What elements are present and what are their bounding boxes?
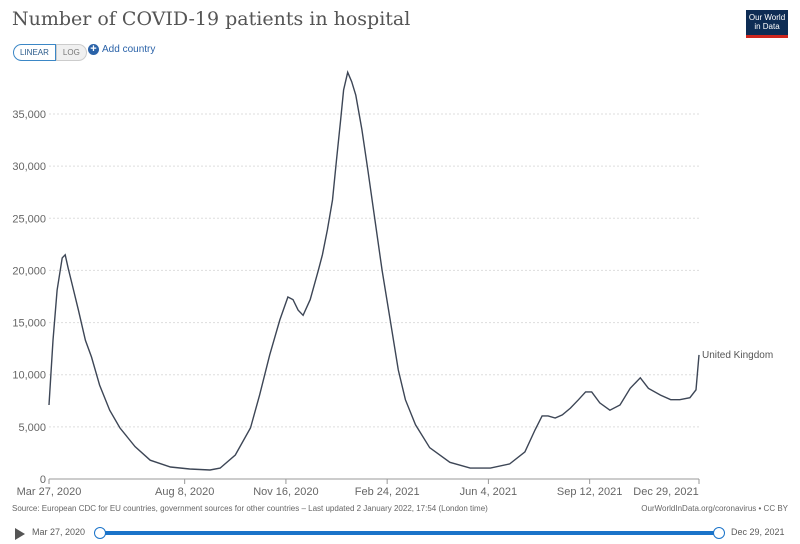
timeline-start: Mar 27, 2020 [32, 527, 86, 537]
y-tick-label: 10,000 [12, 370, 46, 382]
scale-toggle[interactable]: LINEAR LOG [13, 44, 87, 61]
line-chart: 0 5,000 10,000 15,000 20,000 25,000 30,000 35,0… [12, 70, 773, 498]
play-icon[interactable] [15, 528, 25, 540]
x-tick-label: Dec 29, 2021 [633, 486, 698, 498]
plus-circle-icon: + [88, 44, 99, 55]
y-tick-label: 15,000 [12, 318, 46, 330]
series-label: United Kingdom [702, 350, 773, 361]
series-line-united-kingdom [48, 70, 700, 471]
timeline-start-handle[interactable] [94, 527, 106, 539]
x-tick-label: Sep 12, 2021 [557, 486, 622, 498]
y-tick-label: 35,000 [12, 109, 46, 121]
y-tick-label: 5,000 [18, 422, 46, 434]
timeline-track[interactable] [99, 531, 719, 535]
y-tick-label: 30,000 [12, 161, 46, 173]
x-tick-label: Feb 24, 2021 [355, 486, 420, 498]
add-country-button[interactable]: + Add country [88, 44, 155, 55]
chart-title: Number of COVID-19 patients in hospital [12, 8, 411, 30]
timeline-end: Dec 29, 2021 [731, 527, 785, 537]
x-tick-label: Aug 8, 2020 [155, 486, 214, 498]
y-tick-label: 0 [40, 474, 46, 486]
y-tick-label: 20,000 [12, 265, 46, 277]
owid-logo[interactable]: Our World in Data [746, 10, 788, 38]
log-button[interactable]: LOG [55, 44, 87, 61]
add-country-label: Add country [102, 44, 156, 55]
credit-link[interactable]: OurWorldInData.org/coronavirus • CC BY [641, 504, 788, 513]
x-tick-label: Nov 16, 2020 [253, 486, 318, 498]
source-note: Source: European CDC for EU countries, g… [12, 504, 488, 513]
linear-button[interactable]: LINEAR [13, 44, 56, 61]
timeline-end-handle[interactable] [713, 527, 725, 539]
y-tick-label: 25,000 [12, 213, 46, 225]
x-tick-label: Mar 27, 2020 [17, 486, 82, 498]
x-tick-label: Jun 4, 2021 [460, 486, 518, 498]
timeline[interactable]: Mar 27, 2020 Dec 29, 2021 [12, 524, 792, 542]
